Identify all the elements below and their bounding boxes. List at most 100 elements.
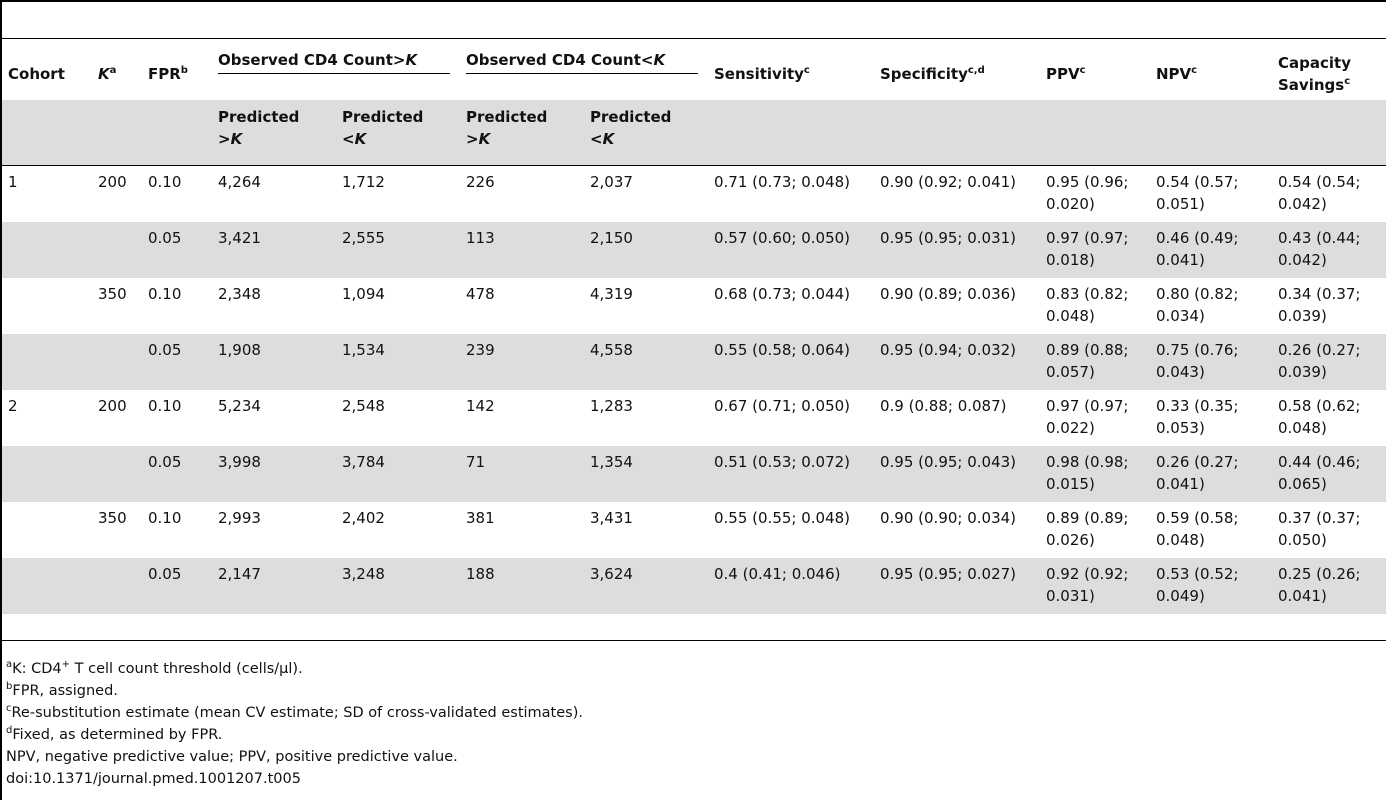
cell-capacity: 0.25 (0.26; 0.041): [1272, 558, 1386, 614]
footnote-d: dFixed, as determined by FPR.: [6, 725, 223, 743]
cell-k: [92, 446, 142, 502]
cell-obs-lt-pred-gt: 142: [466, 397, 495, 415]
cell-specificity: 0.95 (0.95; 0.031): [874, 222, 1040, 278]
footnotes: aK: CD4+ T cell count threshold (cells/µ…: [6, 658, 583, 790]
col-pred-gt-1: Predicted >K: [212, 100, 336, 166]
header-row-main: Cohort Ka FPRb Observed CD4 Count>K Obse…: [2, 48, 1386, 100]
cell-obs-lt-pred-lt: 3,624: [584, 558, 708, 614]
cell-k: 350: [98, 509, 127, 527]
cell-capacity: 0.43 (0.44; 0.042): [1272, 222, 1386, 278]
cell-ppv: 0.89 (0.89; 0.026): [1046, 509, 1129, 549]
cell-ppv: 0.97 (0.97; 0.018): [1040, 222, 1150, 278]
cell-ppv: 0.95 (0.96; 0.020): [1046, 173, 1129, 213]
cell-npv: 0.80 (0.82; 0.034): [1156, 285, 1239, 325]
cell-obs-lt-pred-gt: 113: [460, 222, 584, 278]
col-specificity: Specificityc,d: [880, 65, 985, 83]
left-rule: [0, 0, 2, 800]
cell-obs-lt-pred-lt: 4,558: [584, 334, 708, 390]
cell-obs-gt-pred-gt: 2,348: [218, 285, 261, 303]
cell-obs-lt-pred-lt: 4,319: [590, 285, 633, 303]
col-fpr: FPRb: [148, 65, 188, 83]
cell-sensitivity: 0.4 (0.41; 0.046): [708, 558, 874, 614]
cell-specificity: 0.9 (0.88; 0.087): [880, 397, 1007, 415]
cell-k: [92, 222, 142, 278]
cell-obs-lt-pred-gt: 478: [466, 285, 495, 303]
footnote-a: aK: CD4+ T cell count threshold (cells/µ…: [6, 659, 303, 677]
doi-link[interactable]: doi:10.1371/journal.pmed.1001207.t005: [6, 771, 301, 787]
cell-specificity: 0.95 (0.95; 0.027): [874, 558, 1040, 614]
cell-cohort: [2, 502, 92, 558]
cell-obs-gt-pred-lt: 2,555: [336, 222, 460, 278]
col-k: Ka: [98, 65, 117, 83]
cell-obs-lt-pred-gt: 239: [460, 334, 584, 390]
cell-capacity: 0.34 (0.37; 0.039): [1278, 285, 1361, 325]
col-observed-lt: Observed CD4 Count<K: [460, 48, 708, 100]
footnote-b: bFPR, assigned.: [6, 681, 118, 699]
cell-capacity: 0.26 (0.27; 0.039): [1272, 334, 1386, 390]
cell-sensitivity: 0.67 (0.71; 0.050): [714, 397, 851, 415]
table-bottom-rule: [0, 640, 1386, 641]
cell-fpr: 0.10: [148, 173, 182, 191]
cell-obs-gt-pred-lt: 1,534: [336, 334, 460, 390]
cell-cohort: [2, 446, 92, 502]
header-row-sub: Predicted >K Predicted <K Predicted >K Pred…: [2, 100, 1386, 166]
cell-sensitivity: 0.57 (0.60; 0.050): [708, 222, 874, 278]
cell-cohort: [2, 558, 92, 614]
col-pred-lt-2: Predicted <K: [584, 100, 708, 166]
cell-capacity: 0.54 (0.54; 0.042): [1278, 173, 1361, 213]
cell-fpr: 0.05: [142, 558, 212, 614]
cell-obs-gt-pred-lt: 1,094: [342, 285, 385, 303]
cell-obs-gt-pred-gt: 2,993: [218, 509, 261, 527]
footnote-abbreviations: NPV, negative predictive value; PPV, pos…: [6, 749, 458, 765]
cell-fpr: 0.10: [148, 285, 182, 303]
cell-specificity: 0.90 (0.90; 0.034): [880, 509, 1017, 527]
cell-cohort: 1: [8, 173, 18, 191]
cell-k: [92, 558, 142, 614]
cell-fpr: 0.05: [142, 334, 212, 390]
cell-cohort: [2, 222, 92, 278]
cell-obs-lt-pred-gt: 188: [460, 558, 584, 614]
cell-ppv: 0.89 (0.88; 0.057): [1040, 334, 1150, 390]
cell-cohort: [2, 278, 92, 334]
cell-cohort: 2: [8, 397, 18, 415]
cell-sensitivity: 0.68 (0.73; 0.044): [714, 285, 851, 303]
cell-fpr: 0.05: [142, 222, 212, 278]
table-row: 1 200 0.10 4,264 1,712 226 2,037 0.71 (0…: [2, 166, 1386, 222]
cell-obs-lt-pred-lt: 1,283: [590, 397, 633, 415]
cell-obs-gt-pred-gt: 1,908: [212, 334, 336, 390]
table-row: 350 0.10 2,348 1,094 478 4,319 0.68 (0.7…: [2, 278, 1386, 334]
cell-npv: 0.75 (0.76; 0.043): [1150, 334, 1272, 390]
cell-obs-gt-pred-lt: 3,784: [336, 446, 460, 502]
col-npv: NPVc: [1156, 65, 1198, 83]
cell-obs-gt-pred-lt: 1,712: [342, 173, 385, 191]
col-ppv: PPVc: [1046, 65, 1086, 83]
cell-obs-gt-pred-gt: 5,234: [218, 397, 261, 415]
cell-k: [92, 334, 142, 390]
cell-capacity: 0.37 (0.37; 0.050): [1278, 509, 1361, 549]
cell-k: 200: [98, 173, 127, 191]
cell-fpr: 0.05: [142, 446, 212, 502]
table-row: 0.05 3,421 2,555 113 2,150 0.57 (0.60; 0…: [2, 222, 1386, 278]
cell-obs-gt-pred-lt: 2,548: [342, 397, 385, 415]
cell-specificity: 0.90 (0.89; 0.036): [880, 285, 1017, 303]
cell-capacity: 0.58 (0.62; 0.048): [1278, 397, 1361, 437]
cell-obs-gt-pred-gt: 3,421: [212, 222, 336, 278]
cell-obs-gt-pred-gt: 2,147: [212, 558, 336, 614]
cell-ppv: 0.98 (0.98; 0.015): [1040, 446, 1150, 502]
col-observed-gt: Observed CD4 Count>K: [212, 48, 460, 100]
cell-specificity: 0.90 (0.92; 0.041): [880, 173, 1017, 191]
cell-obs-gt-pred-gt: 3,998: [212, 446, 336, 502]
col-sensitivity: Sensitivityc: [714, 65, 810, 83]
cell-obs-gt-pred-lt: 2,402: [342, 509, 385, 527]
cell-npv: 0.46 (0.49; 0.041): [1150, 222, 1272, 278]
cell-ppv: 0.97 (0.97; 0.022): [1046, 397, 1129, 437]
cell-obs-lt-pred-gt: 71: [460, 446, 584, 502]
cell-obs-lt-pred-lt: 2,150: [584, 222, 708, 278]
cell-k: 350: [98, 285, 127, 303]
cell-fpr: 0.10: [148, 509, 182, 527]
results-table: Cohort Ka FPRb Observed CD4 Count>K Obse…: [2, 48, 1386, 614]
cell-obs-lt-pred-lt: 1,354: [584, 446, 708, 502]
cell-cohort: [2, 334, 92, 390]
table-row: 0.05 2,147 3,248 188 3,624 0.4 (0.41; 0.…: [2, 558, 1386, 614]
